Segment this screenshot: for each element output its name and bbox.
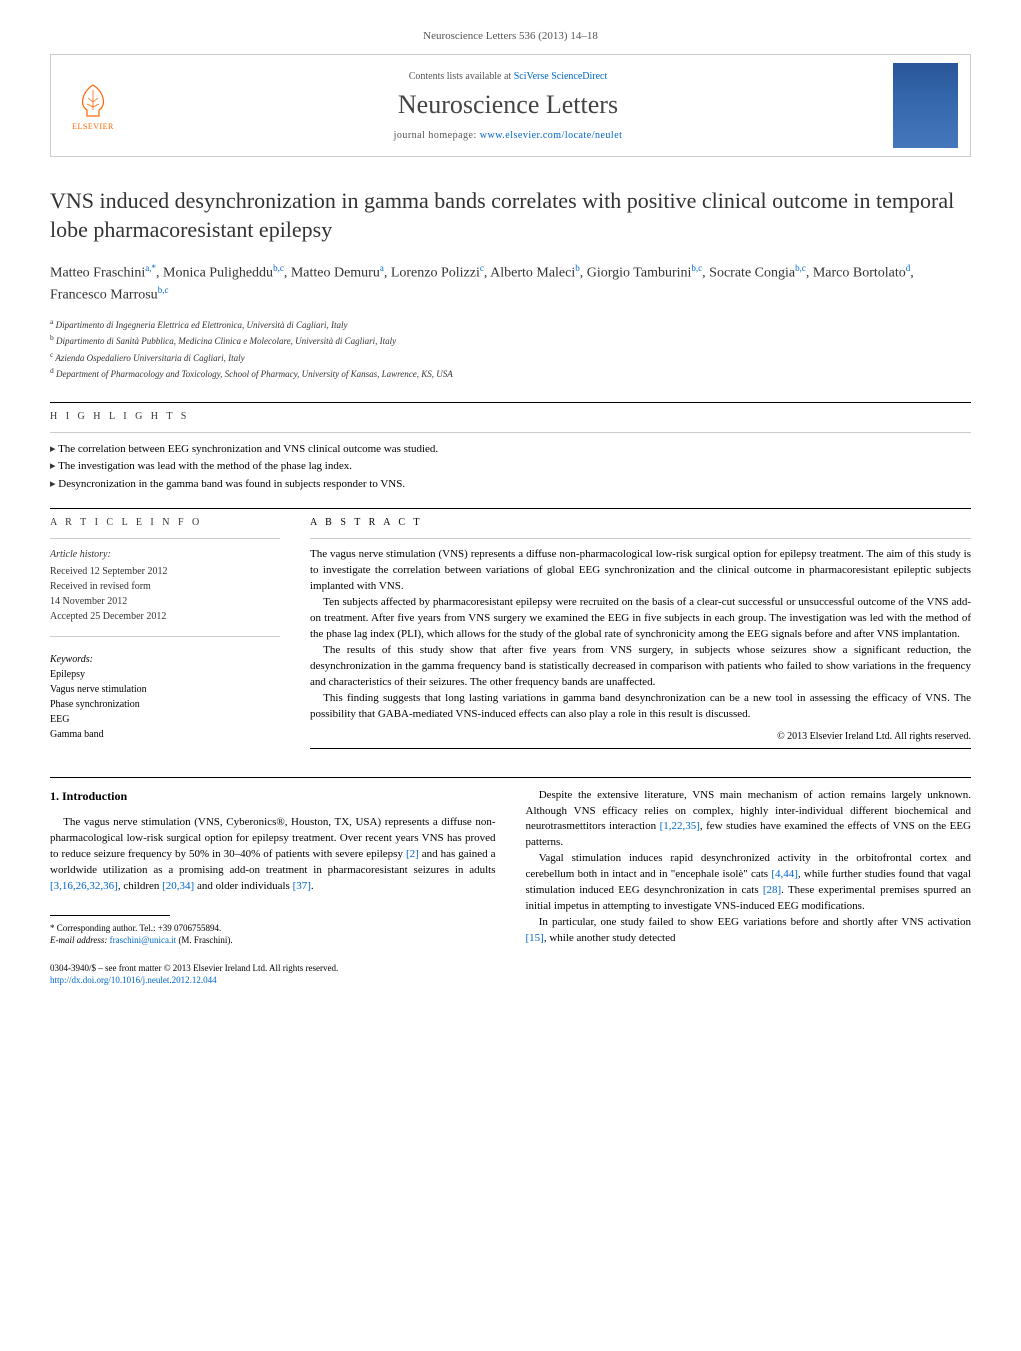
abstract-paragraph: The results of this study show that afte… — [310, 643, 971, 691]
body-right-column: Despite the extensive literature, VNS ma… — [526, 788, 972, 987]
ref-link[interactable]: [3,16,26,32,36] — [50, 880, 118, 892]
article-history: Article history: Received 12 September 2… — [50, 547, 280, 624]
highlight-item: The investigation was lead with the meth… — [50, 458, 971, 476]
article-info-column: A R T I C L E I N F O Article history: R… — [50, 517, 280, 756]
keyword-item: Vagus nerve stimulation — [50, 682, 280, 697]
corresponding-footnote: * Corresponding author. Tel.: +39 070675… — [50, 922, 496, 947]
journal-name: Neuroscience Letters — [138, 90, 878, 120]
affiliation-item: d Department of Pharmacology and Toxicol… — [50, 365, 971, 382]
article-title: VNS induced desynchronization in gamma b… — [50, 187, 971, 244]
keyword-item: EEG — [50, 712, 280, 727]
text: , while another study detected — [544, 932, 676, 944]
doi-link[interactable]: http://dx.doi.org/10.1016/j.neulet.2012.… — [50, 975, 217, 985]
highlights-list: The correlation between EEG synchronizat… — [50, 441, 971, 494]
divider — [50, 777, 971, 778]
abstract-text: The vagus nerve stimulation (VNS) repres… — [310, 547, 971, 722]
divider — [50, 636, 280, 637]
intro-p2: Despite the extensive literature, VNS ma… — [526, 788, 972, 852]
ref-link[interactable]: [37] — [293, 880, 311, 892]
elsevier-tree-icon — [73, 80, 113, 120]
header-center: Contents lists available at SciVerse Sci… — [138, 71, 878, 141]
ref-link[interactable]: [2] — [406, 848, 419, 860]
email-suffix: (M. Fraschini). — [176, 935, 233, 945]
divider — [50, 508, 971, 509]
intro-p4: In particular, one study failed to show … — [526, 915, 972, 947]
corr-author: * Corresponding author. Tel.: +39 070675… — [50, 922, 496, 935]
intro-heading: 1. Introduction — [50, 788, 496, 805]
copyright-line: © 2013 Elsevier Ireland Ltd. All rights … — [310, 731, 971, 742]
history-head: Article history: — [50, 547, 280, 562]
ref-link[interactable]: [1,22,35] — [660, 820, 700, 832]
contents-available-line: Contents lists available at SciVerse Sci… — [138, 71, 878, 82]
issn-line: 0304-3940/$ – see front matter © 2013 El… — [50, 962, 496, 975]
intro-p3: Vagal stimulation induces rapid desynchr… — [526, 851, 972, 915]
text: and older individuals — [194, 880, 292, 892]
info-abstract-row: A R T I C L E I N F O Article history: R… — [50, 517, 971, 756]
abstract-paragraph: This finding suggests that long lasting … — [310, 691, 971, 723]
abstract-column: A B S T R A C T The vagus nerve stimulat… — [310, 517, 971, 756]
abstract-label: A B S T R A C T — [310, 517, 971, 528]
affiliation-item: a Dipartimento di Ingegneria Elettrica e… — [50, 316, 971, 333]
contents-prefix: Contents lists available at — [409, 71, 514, 82]
corr-email-line: E-mail address: fraschini@unica.it (M. F… — [50, 934, 496, 947]
ref-link[interactable]: [28] — [763, 884, 781, 896]
text: In particular, one study failed to show … — [539, 916, 971, 928]
intro-p1: The vagus nerve stimulation (VNS, Cybero… — [50, 815, 496, 895]
ref-link[interactable]: [15] — [526, 932, 544, 944]
authors-list: Matteo Fraschinia,*, Monica Puligheddub,… — [50, 262, 971, 305]
sciencedirect-link[interactable]: SciVerse ScienceDirect — [514, 71, 608, 82]
divider — [50, 402, 971, 403]
elsevier-text: ELSEVIER — [72, 122, 114, 131]
history-revised1: Received in revised form — [50, 579, 280, 594]
abstract-paragraph: The vagus nerve stimulation (VNS) repres… — [310, 547, 971, 595]
divider — [50, 538, 280, 539]
history-revised2: 14 November 2012 — [50, 594, 280, 609]
divider — [310, 538, 971, 539]
keywords-block: Keywords: EpilepsyVagus nerve stimulatio… — [50, 652, 280, 742]
footnote-separator — [50, 915, 170, 916]
divider — [310, 748, 971, 749]
history-received: Received 12 September 2012 — [50, 564, 280, 579]
keyword-item: Phase synchronization — [50, 697, 280, 712]
body-left-column: 1. Introduction The vagus nerve stimulat… — [50, 788, 496, 987]
affiliation-item: c Azienda Ospedaliero Universitaria di C… — [50, 349, 971, 366]
keyword-item: Gamma band — [50, 727, 280, 742]
email-link[interactable]: fraschini@unica.it — [110, 935, 177, 945]
affiliations-list: a Dipartimento di Ingegneria Elettrica e… — [50, 316, 971, 382]
affiliation-item: b Dipartimento di Sanità Pubblica, Medic… — [50, 332, 971, 349]
elsevier-logo: ELSEVIER — [63, 71, 123, 141]
keywords-head: Keywords: — [50, 652, 280, 667]
ref-link[interactable]: [20,34] — [162, 880, 194, 892]
history-accepted: Accepted 25 December 2012 — [50, 609, 280, 624]
homepage-line: journal homepage: www.elsevier.com/locat… — [138, 130, 878, 141]
email-label: E-mail address: — [50, 935, 110, 945]
journal-reference: Neuroscience Letters 536 (2013) 14–18 — [50, 30, 971, 42]
divider — [50, 432, 971, 433]
journal-header: ELSEVIER Contents lists available at Sci… — [50, 54, 971, 157]
highlights-label: H I G H L I G H T S — [50, 411, 971, 422]
text: . — [311, 880, 314, 892]
ref-link[interactable]: [4,44] — [771, 868, 798, 880]
homepage-link[interactable]: www.elsevier.com/locate/neulet — [480, 130, 623, 141]
text: , children — [118, 880, 162, 892]
journal-cover-thumbnail — [893, 63, 958, 148]
keyword-item: Epilepsy — [50, 667, 280, 682]
homepage-prefix: journal homepage: — [394, 130, 480, 141]
body-columns: 1. Introduction The vagus nerve stimulat… — [50, 788, 971, 987]
highlight-item: Desyncronization in the gamma band was f… — [50, 476, 971, 494]
footer-block: 0304-3940/$ – see front matter © 2013 El… — [50, 962, 496, 987]
article-info-label: A R T I C L E I N F O — [50, 517, 280, 528]
abstract-paragraph: Ten subjects affected by pharmacoresista… — [310, 595, 971, 643]
highlight-item: The correlation between EEG synchronizat… — [50, 441, 971, 459]
